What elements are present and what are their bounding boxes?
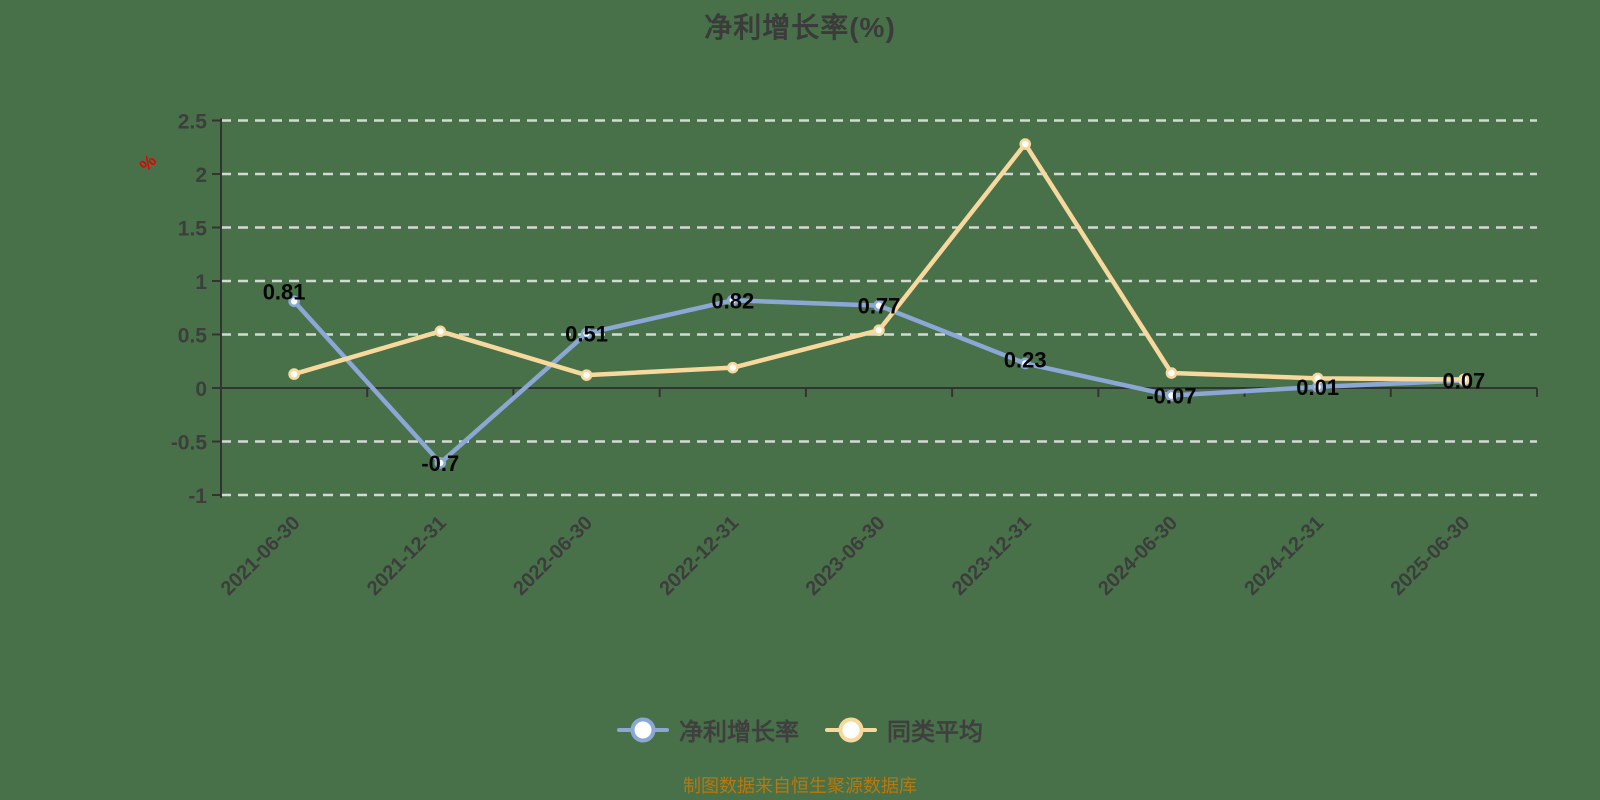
y-axis-label: 0 xyxy=(195,378,207,401)
data-point-peer-average[interactable] xyxy=(434,325,447,338)
x-axis-label: 2023-06-30 xyxy=(802,512,890,600)
data-point-peer-average[interactable] xyxy=(1165,367,1178,379)
data-label: 0.07 xyxy=(1442,369,1485,394)
x-axis-label: 2025-06-30 xyxy=(1387,512,1475,600)
legend: 净利增长率 同类平均 xyxy=(0,712,1600,747)
data-point-peer-average[interactable] xyxy=(1311,372,1324,385)
x-axis-label: 2022-12-31 xyxy=(655,512,743,600)
data-label: 0.82 xyxy=(711,288,754,313)
data-label: -0.07 xyxy=(1146,383,1196,408)
y-axis-label: 1.5 xyxy=(178,218,208,241)
data-point-net-profit-growth[interactable] xyxy=(1019,357,1032,370)
legend-label: 净利增长率 xyxy=(679,719,799,746)
data-label: -0.7 xyxy=(421,451,459,476)
legend-marker-yellow xyxy=(825,717,877,743)
legend-marker-blue xyxy=(617,717,669,743)
x-axis-label: 2021-12-31 xyxy=(363,512,451,600)
data-label: 0.23 xyxy=(1004,347,1047,372)
chart-title: 净利增长率(%) xyxy=(704,12,896,43)
x-axis-label: 2024-12-31 xyxy=(1240,512,1328,600)
y-axis-label: -1 xyxy=(188,485,207,508)
x-axis-label: 2023-12-31 xyxy=(948,512,1036,600)
data-point-net-profit-growth[interactable] xyxy=(873,299,885,312)
data-point-net-profit-growth[interactable] xyxy=(1165,389,1178,402)
y-axis-label: 0.5 xyxy=(178,325,208,348)
y-axis-label: 2.5 xyxy=(178,111,208,134)
data-point-net-profit-growth[interactable] xyxy=(580,327,593,340)
data-point-net-profit-growth[interactable] xyxy=(288,295,300,308)
y-axis-unit-label: % xyxy=(136,151,160,175)
y-axis-label: 1 xyxy=(195,271,207,294)
data-point-peer-average[interactable] xyxy=(580,369,593,381)
data-label: 0.51 xyxy=(565,321,608,346)
data-point-peer-average[interactable] xyxy=(1019,138,1032,150)
series-line-peer-average xyxy=(291,141,1467,382)
legend-label: 同类平均 xyxy=(887,719,983,746)
data-point-net-profit-growth[interactable] xyxy=(726,294,739,307)
data-point-peer-average[interactable] xyxy=(288,368,300,380)
x-axis-label: 2022-06-30 xyxy=(509,512,597,600)
x-axis-label: 2024-06-30 xyxy=(1094,512,1182,600)
legend-item-peer-average[interactable]: 同类平均 xyxy=(825,712,983,747)
data-point-net-profit-growth[interactable] xyxy=(434,457,447,469)
data-point-peer-average[interactable] xyxy=(873,324,885,337)
legend-item-net-profit-growth[interactable]: 净利增长率 xyxy=(617,712,799,747)
data-label: 0.01 xyxy=(1296,375,1339,400)
data-source-note: 制图数据来自恒生聚源数据库 xyxy=(683,776,917,796)
data-label: 0.81 xyxy=(263,279,306,304)
y-axis-label: -0.5 xyxy=(171,432,208,455)
data-point-peer-average[interactable] xyxy=(1458,373,1470,386)
data-label: 0.77 xyxy=(858,294,901,319)
x-axis-label: 2021-06-30 xyxy=(217,512,305,600)
y-axis-label: 2 xyxy=(195,164,207,187)
data-point-peer-average[interactable] xyxy=(726,361,739,374)
